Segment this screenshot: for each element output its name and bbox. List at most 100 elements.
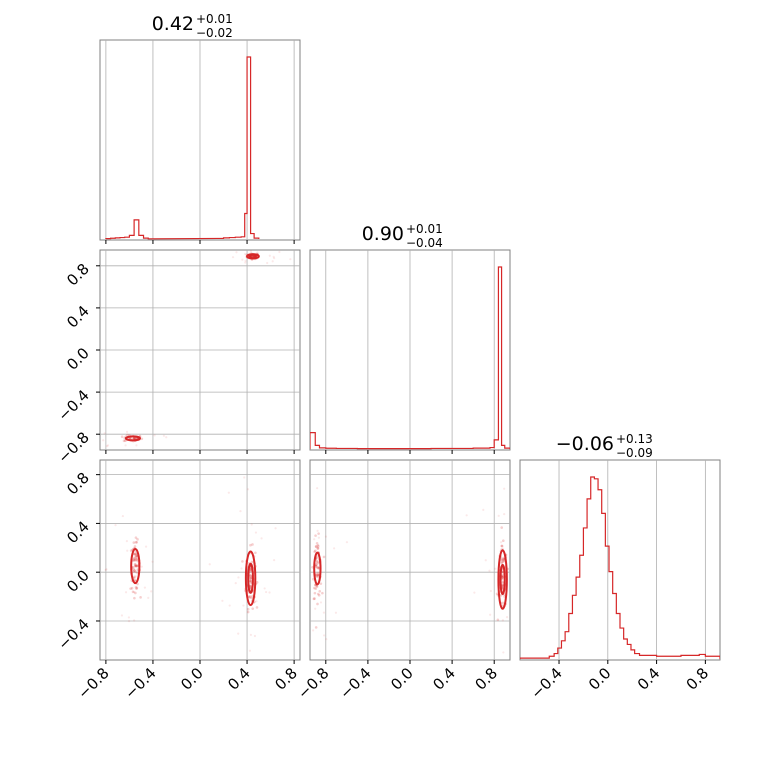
x-tick-label: 0.0 <box>585 664 615 694</box>
y-tick-label: −0.8 <box>54 428 92 466</box>
scatter-point <box>501 619 504 622</box>
scatter-point <box>134 540 138 544</box>
scatter-point <box>132 567 135 571</box>
scatter-point <box>244 252 247 256</box>
scatter-point <box>134 591 137 595</box>
param-title-value: 0.42 <box>152 13 194 35</box>
scatter-point <box>249 579 252 583</box>
density-contour <box>497 549 508 610</box>
scatter-point <box>133 578 137 582</box>
scatter-point <box>313 586 316 590</box>
scatter-point <box>278 250 281 254</box>
scatter-point <box>266 261 269 265</box>
scatter-point <box>250 523 253 526</box>
scatter-point <box>501 570 504 574</box>
scatter-point <box>133 556 136 559</box>
scatter-point <box>132 590 136 594</box>
scatter-point <box>251 543 254 546</box>
scatter-point <box>135 564 138 568</box>
scatter-point <box>249 633 253 636</box>
scatter-point <box>516 457 518 459</box>
scatter-point <box>503 668 505 670</box>
scatter-point <box>313 538 316 541</box>
scatter-point <box>312 597 316 601</box>
scatter-point <box>241 258 244 261</box>
x-tick-label: −0.4 <box>527 664 565 702</box>
scatter-point <box>140 565 143 568</box>
scatter-point <box>314 545 318 548</box>
scatter-point <box>500 561 504 565</box>
scatter-point <box>501 585 505 589</box>
scatter-point <box>316 560 319 564</box>
scatter-point <box>126 549 129 552</box>
scatter-point <box>315 563 318 567</box>
scatter-point <box>314 549 317 553</box>
scatter-point <box>133 558 136 562</box>
scatter-point <box>134 552 137 555</box>
scatter-point <box>227 491 230 494</box>
scatter-point <box>317 566 321 570</box>
scatter-point <box>114 524 117 527</box>
scatter-point <box>139 596 142 599</box>
histogram-1: 0.90 +0.01−0.04 <box>309 222 511 451</box>
scatter-point <box>153 434 156 437</box>
y-axis-2: −0.4 0.0 0.4 0.8 <box>54 469 100 654</box>
y-tick-label: 0.4 <box>63 518 93 548</box>
scatter-point <box>105 568 108 571</box>
scatter-point <box>162 434 166 437</box>
x-tick-label: 0.4 <box>634 664 664 694</box>
scatter-panel-0-2 <box>99 459 301 661</box>
density-contour <box>130 548 141 585</box>
scatter-point <box>134 552 137 556</box>
scatter-point <box>312 629 315 632</box>
scatter-point <box>133 569 136 572</box>
scatter-point <box>333 547 336 550</box>
scatter-point <box>307 562 309 564</box>
scatter-point <box>131 565 135 569</box>
scatter-point <box>316 565 320 569</box>
scatter-point <box>136 564 139 568</box>
scatter-point <box>246 610 250 614</box>
scatter-point <box>248 595 252 598</box>
scatter-point <box>135 586 139 590</box>
scatter-point <box>250 247 252 249</box>
scatter-point <box>316 573 320 577</box>
scatter-point <box>264 590 268 594</box>
x-tick-label: −0.8 <box>74 664 112 702</box>
scatter-point <box>165 436 168 439</box>
scatter-point <box>249 579 253 583</box>
scatter-point <box>272 255 275 258</box>
scatter-point <box>133 569 137 572</box>
scatter-point <box>105 445 109 448</box>
scatter-point <box>125 540 128 543</box>
scatter-point <box>500 558 503 562</box>
scatter-point <box>314 626 318 629</box>
scatter-point <box>322 611 326 614</box>
scatter-point <box>321 591 324 595</box>
scatter-point <box>315 574 319 578</box>
density-contour <box>249 253 257 260</box>
scatter-point <box>134 556 138 559</box>
scatter-point <box>135 541 139 544</box>
x-tick-label: 0.8 <box>683 664 713 694</box>
histogram-0: 0.42 +0.01−0.02 <box>99 12 301 241</box>
scatter-point <box>316 573 320 577</box>
scatter-point <box>255 600 258 603</box>
scatter-point <box>249 250 253 253</box>
density-contour <box>499 563 506 596</box>
scatter-point <box>324 535 328 538</box>
scatter-point <box>514 693 516 695</box>
scatter-point <box>502 559 506 563</box>
y-tick-label: −0.4 <box>54 386 92 424</box>
scatter-point <box>127 620 131 623</box>
scatter-point <box>253 634 257 638</box>
scatter-point <box>132 576 136 580</box>
scatter-point <box>316 592 320 596</box>
scatter-point <box>317 536 321 539</box>
scatter-point <box>147 596 150 599</box>
x-axis-2 <box>558 660 706 664</box>
scatter-point <box>150 590 153 593</box>
scatter-point <box>316 543 320 547</box>
histogram-step-line <box>520 476 720 659</box>
scatter-point <box>317 593 321 597</box>
